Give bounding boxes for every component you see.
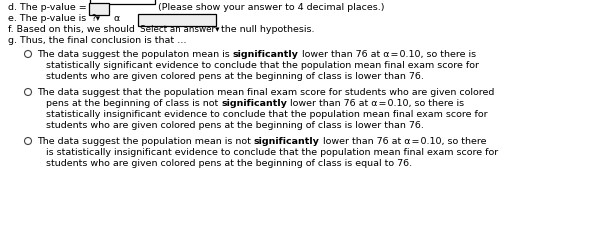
Text: is statistically insignificant evidence to conclude that the population mean fin: is statistically insignificant evidence … <box>46 148 498 157</box>
Text: statistically significant evidence to conclude that the population mean final ex: statistically significant evidence to co… <box>46 61 479 70</box>
Text: statistically insignificant evidence to conclude that the population mean final : statistically insignificant evidence to … <box>46 110 488 119</box>
Text: α: α <box>111 14 121 23</box>
Text: The data suggest the populaton mean is: The data suggest the populaton mean is <box>37 50 233 59</box>
Text: lower than 76 at α = 0.10, so there is: lower than 76 at α = 0.10, so there is <box>299 50 476 59</box>
Text: ?▾: ?▾ <box>91 14 100 23</box>
Text: the null hypothesis.: the null hypothesis. <box>218 25 314 34</box>
Text: lower than 76 at α = 0.10, so there is: lower than 76 at α = 0.10, so there is <box>287 99 464 108</box>
Text: significantly: significantly <box>221 99 287 108</box>
Text: students who are given colored pens at the beginning of class is lower than 76.: students who are given colored pens at t… <box>46 72 424 81</box>
Text: students who are given colored pens at the beginning of class is equal to 76.: students who are given colored pens at t… <box>46 159 412 168</box>
FancyBboxPatch shape <box>89 3 109 15</box>
Text: students who are given colored pens at the beginning of class is lower than 76.: students who are given colored pens at t… <box>46 121 424 130</box>
Text: f. Based on this, we should: f. Based on this, we should <box>8 25 138 34</box>
Text: The data suggest that the population mean final exam score for students who are : The data suggest that the population mea… <box>37 88 495 97</box>
Text: pens at the beginning of class is not: pens at the beginning of class is not <box>46 99 221 108</box>
Text: g. Thus, the final conclusion is that …: g. Thus, the final conclusion is that … <box>8 36 187 45</box>
Text: (Please show your answer to 4 decimal places.): (Please show your answer to 4 decimal pl… <box>158 3 384 12</box>
Text: lower than 76 at α = 0.10, so there: lower than 76 at α = 0.10, so there <box>320 137 486 146</box>
FancyBboxPatch shape <box>90 0 155 4</box>
Text: e. The p-value is: e. The p-value is <box>8 14 89 23</box>
Text: d. The p-value =: d. The p-value = <box>8 3 90 12</box>
Text: significantly: significantly <box>233 50 299 59</box>
Text: Select an answer▾: Select an answer▾ <box>140 25 219 34</box>
Text: significantly: significantly <box>254 137 320 146</box>
FancyBboxPatch shape <box>138 14 216 26</box>
Text: The data suggest the population mean is not: The data suggest the population mean is … <box>37 137 254 146</box>
